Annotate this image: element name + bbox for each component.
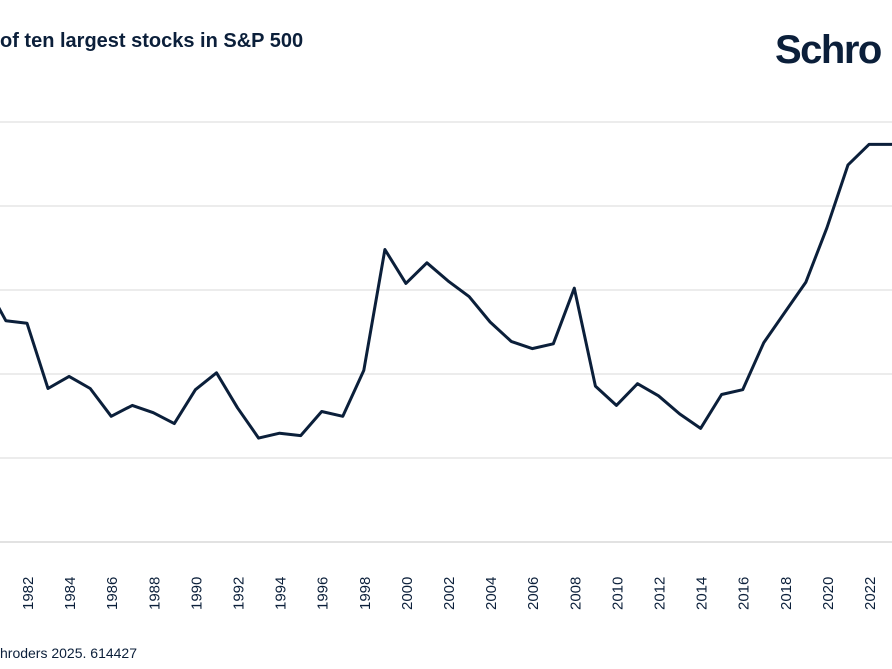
x-tick-label: 1998 <box>357 577 374 610</box>
x-tick-label: 2004 <box>483 577 500 610</box>
x-tick-label: 2010 <box>609 577 626 610</box>
x-tick-label: 1986 <box>104 577 121 610</box>
source-note: hroders 2025. 614427 <box>0 645 137 661</box>
x-tick-label: 1994 <box>273 577 290 610</box>
x-tick-label: 1988 <box>146 577 163 610</box>
x-tick-label: 1984 <box>62 577 79 610</box>
x-tick-label: 2006 <box>525 577 542 610</box>
x-tick-label: 2014 <box>694 577 711 610</box>
x-tick-label: 1992 <box>231 577 248 610</box>
x-tick-label: 1982 <box>20 577 37 610</box>
x-axis-tick-labels: 1982 1984 1986 1988 1990 1992 1994 1996 1998 2000… <box>20 577 879 610</box>
gridlines <box>0 121 892 543</box>
x-tick-label: 1996 <box>315 577 332 610</box>
x-tick-label: 1990 <box>188 577 205 610</box>
x-tick-label: 2012 <box>652 577 669 610</box>
chart-title: of ten largest stocks in S&P 500 <box>0 30 304 52</box>
x-tick-label: 2022 <box>862 577 879 610</box>
series-line <box>0 142 892 440</box>
x-tick-label: 2008 <box>567 577 584 610</box>
x-tick-label: 2020 <box>820 577 837 610</box>
x-tick-label: 2016 <box>736 577 753 610</box>
line-chart: 1982 1984 1986 1988 1990 1992 1994 1996 1998 2000… <box>0 121 892 610</box>
x-tick-label: 2002 <box>441 577 458 610</box>
schroders-logo: Schro <box>775 28 882 72</box>
x-tick-label: 2000 <box>399 577 416 610</box>
x-tick-label: 2018 <box>778 577 795 610</box>
